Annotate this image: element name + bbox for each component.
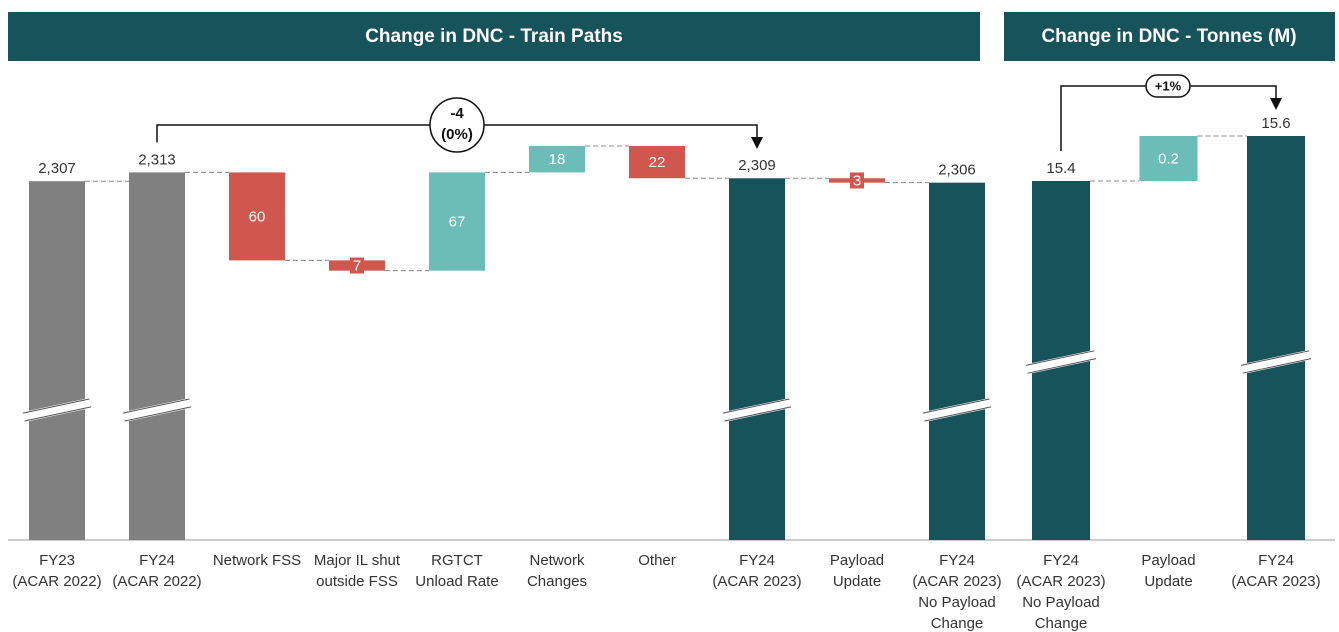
x-tick-label: No Payload — [918, 594, 996, 611]
axis-break — [722, 398, 792, 422]
x-tick-label: Other — [638, 552, 676, 569]
x-tick-label: RGTCT — [431, 552, 483, 569]
axis-break — [124, 406, 192, 422]
x-tick-label: (ACAR 2022) — [12, 573, 101, 590]
data-label: 3 — [853, 172, 861, 189]
bar — [1139, 136, 1198, 181]
x-tick-label: Major IL shut — [314, 552, 401, 569]
axis-break — [22, 398, 90, 414]
x-tick-label: FY23 — [39, 552, 75, 569]
bar — [529, 146, 585, 173]
x-tick-label: (ACAR 2023) — [1016, 573, 1105, 590]
x-tick-label: Update — [833, 573, 881, 590]
data-label: 15.6 — [1261, 115, 1290, 132]
bar — [729, 178, 785, 540]
x-tick-label: Change — [931, 615, 984, 632]
x-tick-label: Network — [529, 552, 585, 569]
bar — [929, 182, 985, 540]
axis-break — [922, 398, 990, 414]
x-tick-label: Update — [1144, 573, 1192, 590]
x-tick-label: FY24 — [139, 552, 175, 569]
data-label: 2,306 — [938, 162, 976, 179]
x-tick-label: (ACAR 2023) — [712, 573, 801, 590]
x-tick-label: FY24 — [739, 552, 775, 569]
data-label: 2,309 — [738, 157, 776, 174]
data-label: 2,307 — [38, 160, 76, 177]
x-tick-label: FY24 — [1043, 552, 1079, 569]
bar — [229, 172, 285, 261]
x-tick-label: FY24 — [1258, 552, 1294, 569]
data-label: 60 — [249, 208, 266, 225]
header-bar — [8, 12, 980, 61]
axis-break — [924, 406, 992, 422]
annotation-oval — [1145, 74, 1191, 98]
x-tick-label: (ACAR 2023) — [912, 573, 1001, 590]
axis-break — [1025, 349, 1097, 375]
label-box — [350, 257, 364, 274]
bar — [629, 146, 685, 179]
x-tick-label: Payload — [1141, 552, 1195, 569]
bar — [1247, 136, 1305, 540]
x-tick-label: FY24 — [939, 552, 975, 569]
axis-break — [122, 398, 190, 414]
x-tick-label: Network FSS — [213, 552, 301, 569]
axis-break — [1240, 349, 1312, 375]
data-label: 7 — [353, 258, 361, 275]
bar — [29, 181, 85, 540]
chart-title: Change in DNC - Tonnes (M) — [1041, 26, 1296, 47]
axis-break — [22, 398, 92, 422]
data-label: 0.2 — [1158, 150, 1179, 167]
data-label: 22 — [649, 154, 666, 171]
bar — [129, 172, 185, 540]
annotation-circle — [429, 97, 485, 153]
x-tick-label: No Payload — [1022, 594, 1100, 611]
chart-title: Change in DNC - Train Paths — [365, 26, 623, 47]
x-tick-label: (ACAR 2022) — [112, 573, 201, 590]
axis-break — [922, 398, 992, 422]
axis-break — [24, 406, 92, 422]
header-bar — [1004, 12, 1335, 61]
axis-break — [1027, 358, 1097, 374]
data-label: 15.4 — [1046, 160, 1075, 177]
axis-break — [722, 398, 790, 414]
x-tick-label: (ACAR 2023) — [1231, 573, 1320, 590]
x-tick-label: outside FSS — [316, 573, 398, 590]
axis-break — [1242, 358, 1312, 374]
data-label: 2,313 — [138, 151, 176, 168]
data-label: 67 — [449, 214, 466, 231]
annotation: +1% — [1155, 78, 1182, 93]
label-box — [850, 172, 864, 189]
axis-break — [1240, 350, 1310, 366]
x-tick-label: Unload Rate — [415, 573, 498, 590]
annotation: (0%) — [441, 126, 473, 143]
axis-break — [122, 398, 192, 422]
axis-break — [724, 406, 792, 422]
bar — [429, 172, 485, 271]
data-label: 18 — [549, 151, 566, 168]
axis-break — [1025, 350, 1095, 366]
annotation: -4 — [450, 105, 464, 122]
x-tick-label: Payload — [830, 552, 884, 569]
x-tick-label: Changes — [527, 573, 587, 590]
x-tick-label: Change — [1035, 615, 1088, 632]
